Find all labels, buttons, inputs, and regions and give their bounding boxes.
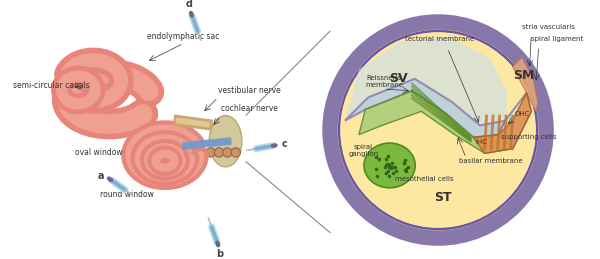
Ellipse shape xyxy=(209,116,242,167)
Text: SV: SV xyxy=(389,72,408,85)
Text: a: a xyxy=(97,171,104,181)
Text: ST: ST xyxy=(434,191,452,204)
Circle shape xyxy=(223,148,232,157)
Text: oval window: oval window xyxy=(74,148,122,157)
Text: spiral ligament: spiral ligament xyxy=(531,37,584,42)
Text: IHC: IHC xyxy=(475,139,487,145)
Circle shape xyxy=(328,20,548,240)
Text: supporting cells: supporting cells xyxy=(502,134,557,140)
Text: SM: SM xyxy=(513,69,535,82)
Text: basilar membrane: basilar membrane xyxy=(458,158,522,164)
Circle shape xyxy=(197,148,207,157)
Text: vestibular nerve: vestibular nerve xyxy=(218,86,281,95)
Text: b: b xyxy=(216,249,223,259)
Text: OHC: OHC xyxy=(514,111,530,117)
Text: spiral
ganglion: spiral ganglion xyxy=(349,144,379,157)
Text: d: d xyxy=(186,0,193,9)
Ellipse shape xyxy=(364,143,415,188)
Polygon shape xyxy=(473,93,531,153)
Polygon shape xyxy=(512,57,538,111)
Text: round window: round window xyxy=(100,190,154,199)
Text: tectorial membrane: tectorial membrane xyxy=(406,37,475,42)
Text: mesothelial cells: mesothelial cells xyxy=(395,176,454,182)
Polygon shape xyxy=(345,37,508,125)
Polygon shape xyxy=(359,91,512,153)
Text: Reissner's
membrane: Reissner's membrane xyxy=(365,75,403,88)
Text: semi-circular canals: semi-circular canals xyxy=(13,81,90,90)
Text: c: c xyxy=(282,139,288,149)
Polygon shape xyxy=(499,93,531,149)
Circle shape xyxy=(214,148,224,157)
Circle shape xyxy=(206,148,215,157)
Text: cochlear nerve: cochlear nerve xyxy=(221,104,278,113)
Polygon shape xyxy=(345,79,505,138)
Circle shape xyxy=(340,32,536,228)
Text: stria vascularis: stria vascularis xyxy=(522,24,575,30)
Text: endolymphatic sac: endolymphatic sac xyxy=(148,32,220,41)
Circle shape xyxy=(231,148,241,157)
